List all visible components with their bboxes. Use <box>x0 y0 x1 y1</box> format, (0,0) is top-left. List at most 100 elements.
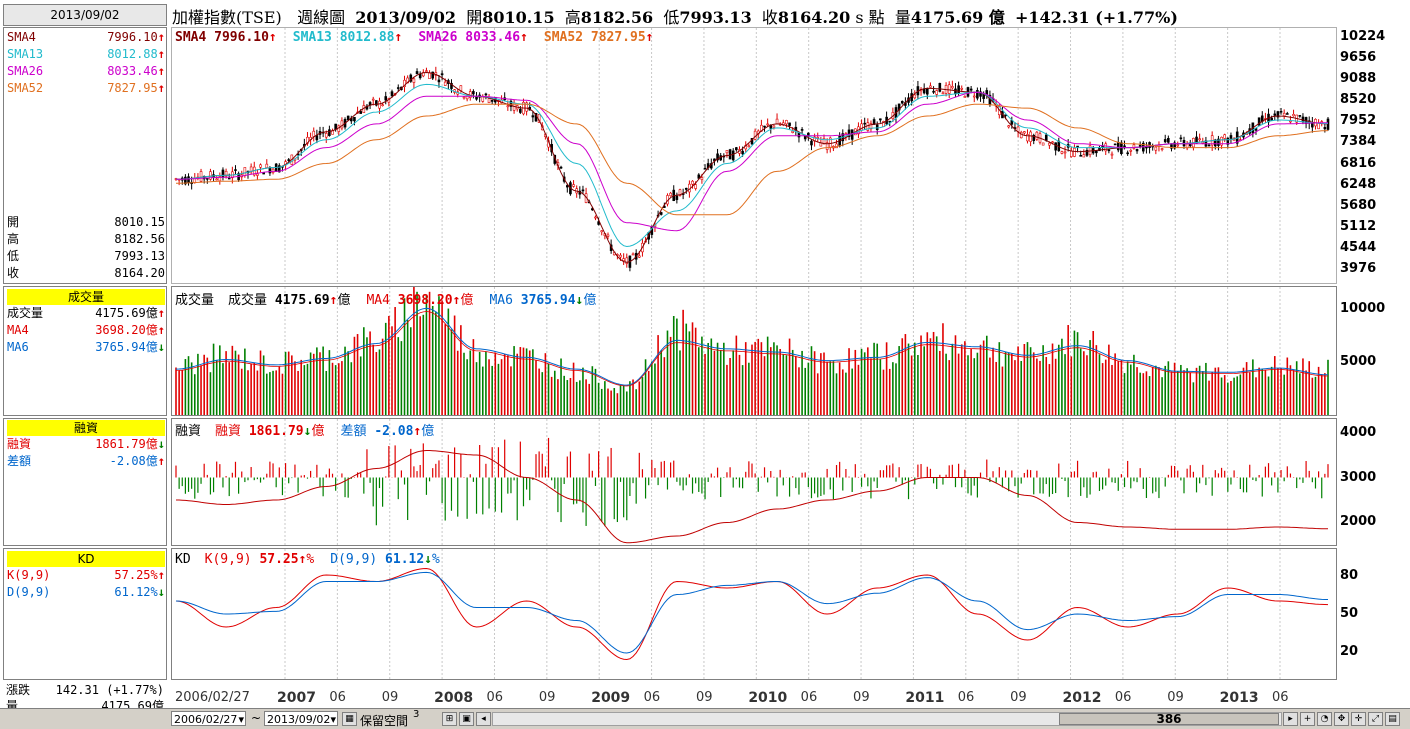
legend-item: 成交量 4175.69↑億 <box>228 293 350 308</box>
candle-body <box>1079 155 1082 157</box>
candle-body <box>1279 110 1283 113</box>
sma-label: SMA4 <box>7 30 36 44</box>
candle-body <box>378 100 381 109</box>
candle-body <box>506 105 510 108</box>
sma-value-text: 8033.46 <box>107 64 158 78</box>
candle-body <box>900 100 904 104</box>
candle-body <box>969 88 973 91</box>
candle-body <box>957 85 960 94</box>
expand-icon[interactable]: ✥ <box>1334 712 1349 726</box>
candle-body <box>879 118 882 121</box>
end-date-value: 2013/09/02 <box>267 713 331 726</box>
price-panel[interactable] <box>171 27 1337 284</box>
x-tick-label: 2010 <box>748 690 788 706</box>
candle-body <box>1179 137 1183 140</box>
candle-body <box>731 150 735 161</box>
candle-body <box>315 135 319 141</box>
candle-body <box>450 82 453 89</box>
y-tick-label: 2000 <box>1340 513 1377 529</box>
x-tick-label: 09 <box>381 690 399 705</box>
arrow-down-icon: ↓ <box>157 340 165 354</box>
change-label: 漲跌 <box>6 683 31 697</box>
candle-body <box>788 122 791 126</box>
arrow-up-icon: ↑ <box>157 323 165 337</box>
start-date-value: 2006/02/27 <box>174 713 238 726</box>
candle-body <box>462 96 466 99</box>
candle-body <box>932 90 935 93</box>
sma-label: SMA26 <box>7 64 44 78</box>
grid-icon[interactable]: ▤ <box>1385 712 1400 726</box>
legend-unit: 億 <box>311 424 325 439</box>
chart-title-bar: 加權指數(TSE) 週線圖 2013/09/02 開8010.15 高8182.… <box>172 4 1178 28</box>
legend-text: SMA26 8033.46 <box>418 30 521 45</box>
candle-body <box>869 123 873 130</box>
candle-body <box>1173 142 1176 149</box>
ohlc-value: 8164.20 <box>114 265 165 282</box>
candle-body <box>947 84 951 94</box>
candle-body <box>1207 144 1211 147</box>
y-tick-label: 80 <box>1340 567 1359 583</box>
fit-icon[interactable]: ⤢ <box>1368 712 1383 726</box>
kd-value: 57.25%↑ <box>114 567 165 584</box>
candle-body <box>415 71 419 75</box>
candle-body <box>1026 134 1029 142</box>
reserve-label: 保留空間 <box>360 714 409 728</box>
y-tick-label: 10224 <box>1340 29 1386 44</box>
scrollbar-thumb[interactable]: 386 <box>1059 713 1279 725</box>
ohlc-value: 8182.56 <box>114 231 165 248</box>
scroll-left-button[interactable]: ◂ <box>476 712 491 726</box>
low-value: 7993.13 <box>679 8 752 27</box>
margin-row: 融資 1861.79億↓ <box>7 436 165 453</box>
candle-body <box>963 96 967 98</box>
candle-body <box>929 85 932 88</box>
candle-body <box>531 115 535 118</box>
candle-body <box>979 91 982 97</box>
candle-body <box>1229 135 1233 139</box>
volume-row: MA6 3765.94億↓ <box>7 339 165 356</box>
arrow-up-icon: ↑ <box>645 30 654 45</box>
reserve-space-icon[interactable]: ▦ <box>342 712 357 726</box>
candle-body <box>631 253 635 256</box>
kd-header: KD <box>7 551 165 567</box>
legend-value: 4175.69 <box>274 293 330 308</box>
volume-value: 3698.20億↑ <box>95 322 165 339</box>
x-tick-label: 06 <box>643 690 661 705</box>
ohlc-value: 8010.15 <box>114 214 165 231</box>
zoom-icon[interactable]: ⊞ <box>442 712 457 726</box>
settings-icon[interactable]: ▣ <box>459 712 474 726</box>
candle-body <box>625 257 629 264</box>
sma-value: 7996.10↑ <box>107 29 165 46</box>
y-tick-label: 5000 <box>1340 353 1377 369</box>
high-value: 8182.56 <box>580 8 654 27</box>
scroll-right-button[interactable]: ▸ <box>1283 712 1298 726</box>
candle-body <box>472 91 475 95</box>
scrollbar-track[interactable]: 386 <box>492 712 1282 726</box>
start-date-select[interactable]: 2006/02/27 ▾ <box>171 711 246 726</box>
volume-row: 成交量 4175.69億↑ <box>7 305 165 322</box>
candle-body <box>1129 150 1133 152</box>
end-date-select[interactable]: 2013/09/02 ▾ <box>264 711 338 726</box>
candle-body <box>459 85 463 91</box>
y-tick-label: 7952 <box>1340 113 1377 129</box>
sma-row: SMA13 8012.88↑ <box>7 46 165 63</box>
candle-body <box>938 83 942 92</box>
zoom-in-icon[interactable]: + <box>1300 712 1315 726</box>
clock-icon[interactable]: ◔ <box>1317 712 1332 726</box>
index-name: 加權指數(TSE) <box>172 8 282 27</box>
kd-panel[interactable] <box>171 548 1337 680</box>
candle-body <box>1107 149 1111 152</box>
candle-body <box>1023 131 1026 134</box>
ohlc-value-text: 7993.13 <box>114 249 165 263</box>
volume-header: 成交量 <box>7 289 165 305</box>
volume-value: 3765.94億↓ <box>95 339 165 356</box>
crosshair-icon[interactable]: ✛ <box>1351 712 1366 726</box>
legend-unit: % <box>306 552 315 567</box>
legend-text: SMA4 7996.10 <box>175 30 269 45</box>
margin-panel[interactable] <box>171 418 1337 546</box>
legend-value: 3698.20 <box>397 293 453 308</box>
candle-body <box>747 145 751 148</box>
x-tick-label: 06 <box>486 690 504 705</box>
x-tick-label: 2009 <box>591 690 631 706</box>
kd-info-panel: KD K(9,9) 57.25%↑ D(9,9) 61.12%↓ <box>3 548 167 680</box>
arrow-up-icon: ↑ <box>452 293 461 308</box>
